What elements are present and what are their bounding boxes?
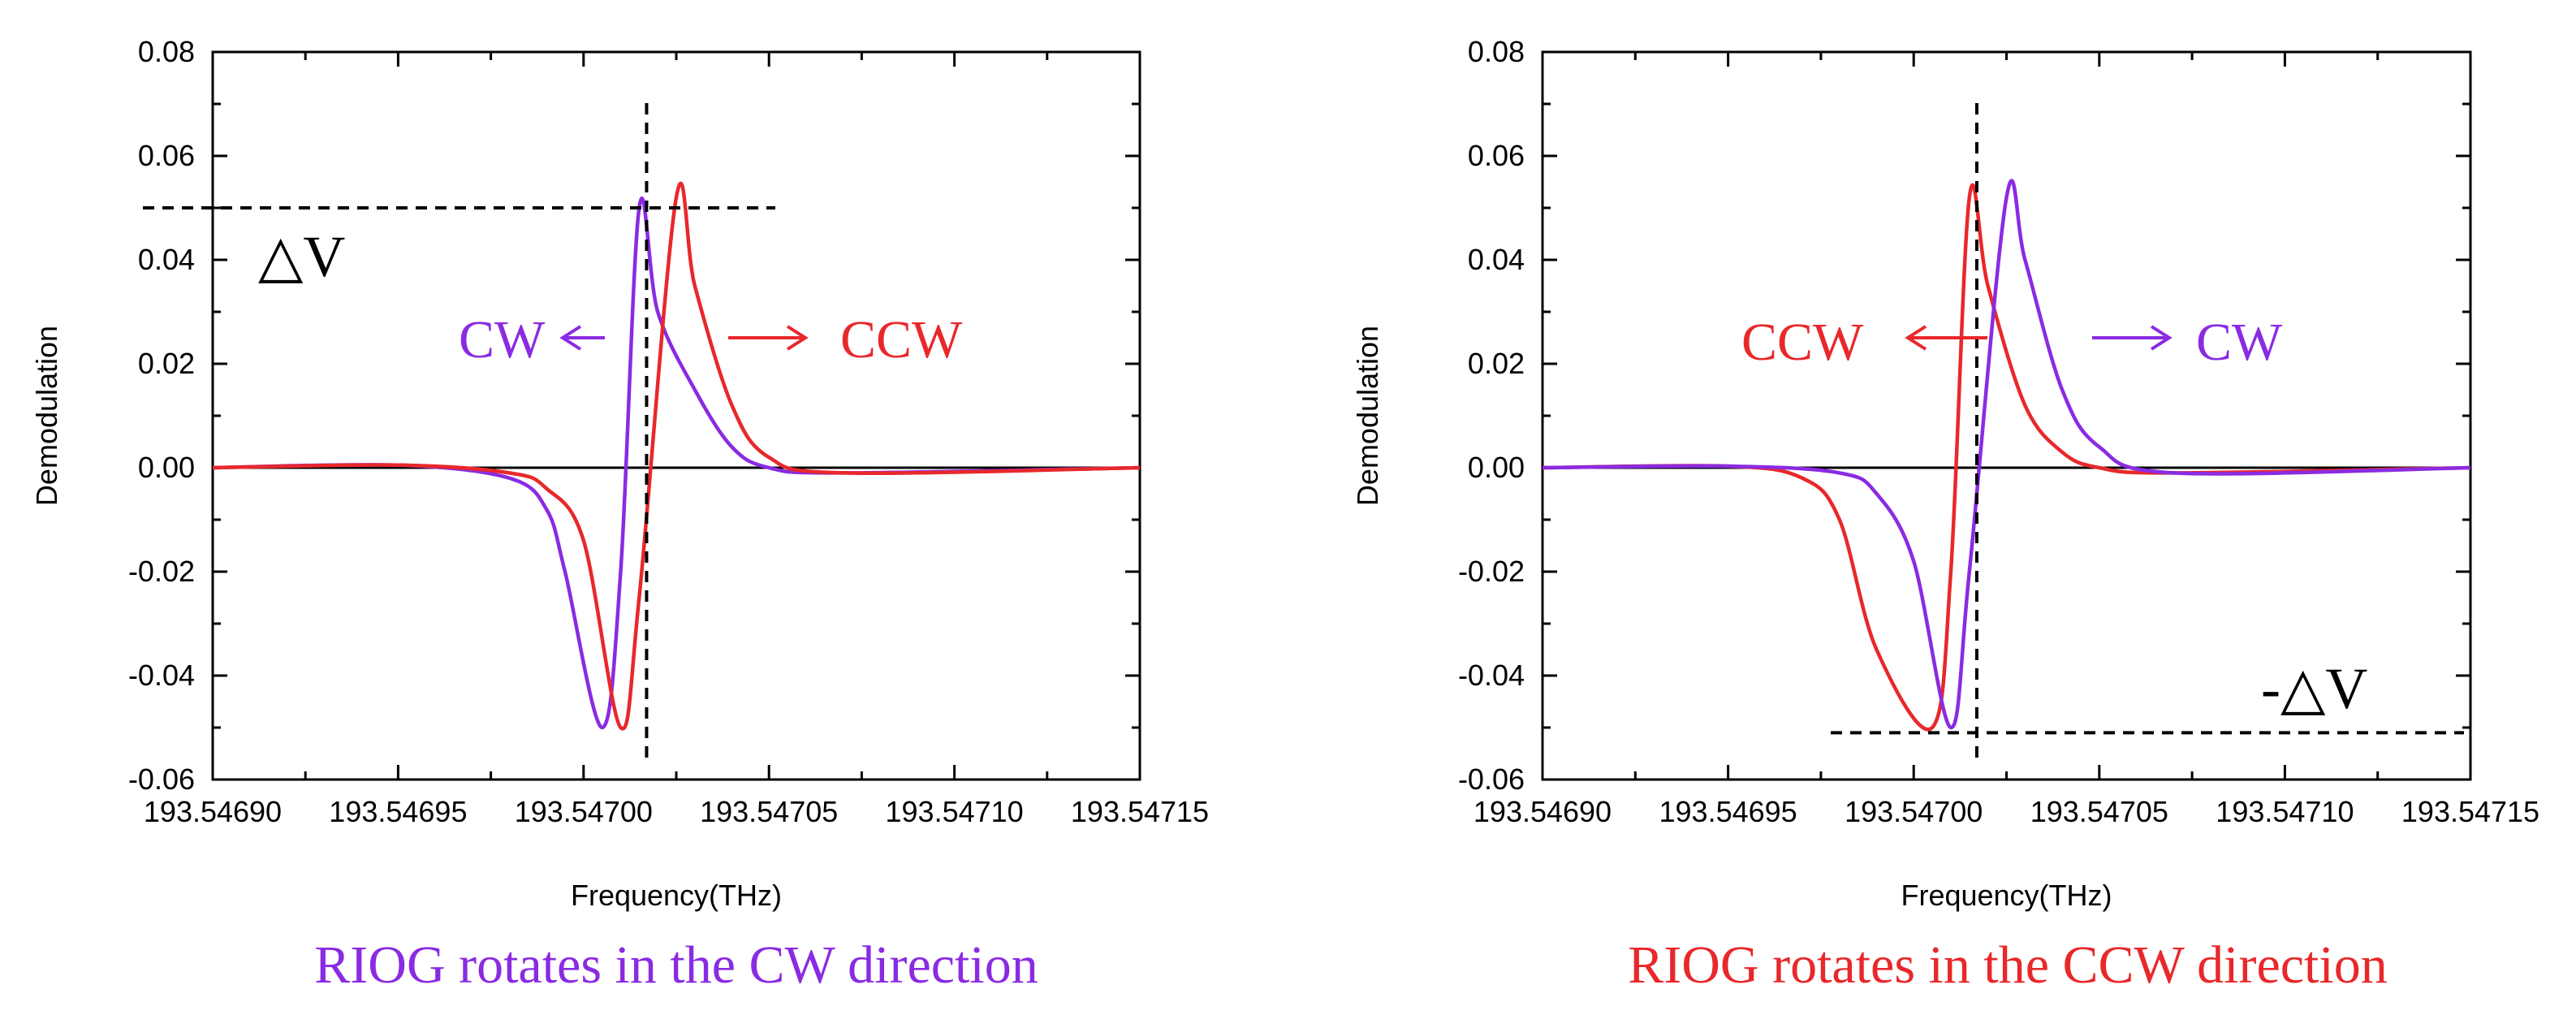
arrow-right-label: CW [2196,313,2283,372]
y-tick-label: 0.06 [1468,139,1525,172]
y-tick-label: 0.08 [138,35,195,68]
series-cw-line [1542,179,2471,730]
y-tick-label: -0.02 [1458,555,1525,588]
y-tick-label: 0.00 [1468,451,1525,484]
y-tick-label: 0.08 [1468,35,1525,68]
x-tick-label: 193.54690 [144,795,282,828]
y-tick-label: 0.00 [138,451,195,484]
y-tick-label: -0.06 [1458,762,1525,796]
arrow-left-label: CW [459,310,546,369]
chart-caption: RIOG rotates in the CCW direction [1628,935,2387,995]
delta-v-label: △V [258,224,345,289]
right-arrow-head [786,325,809,351]
y-tick-label: -0.02 [128,555,195,588]
arrow-left-label: CCW [1741,313,1864,372]
plot-frame [211,50,1141,781]
x-axis-label: Frequency(THz) [571,879,782,912]
y-tick-label: -0.04 [128,659,195,692]
x-tick-label: 193.54715 [1071,795,1209,828]
series-ccw-line [1542,183,2471,732]
y-tick-label: 0.04 [138,243,195,276]
left-arrow-head [559,325,582,351]
y-tick-label: -0.04 [1458,659,1525,692]
y-axis-label: Demodulation [1351,326,1384,506]
right-arrow-head [2150,325,2173,351]
left-arrow-head [1905,325,1927,351]
y-tick-label: -0.06 [128,762,195,796]
chart-caption: RIOG rotates in the CW direction [314,935,1038,995]
chart-1: 0.080.060.040.020.00-0.02-0.04-0.06193.5… [30,35,1209,995]
x-tick-label: 193.54695 [329,795,467,828]
x-tick-label: 193.54710 [886,795,1024,828]
delta-v-label: -△V [2261,656,2367,721]
x-tick-label: 193.54690 [1474,795,1612,828]
series-ccw-line [212,181,1141,731]
arrow-right-label: CCW [840,310,963,369]
x-tick-label: 193.54705 [700,795,838,828]
y-tick-label: 0.04 [1468,243,1525,276]
y-axis-label: Demodulation [30,326,63,506]
x-tick-label: 193.54695 [1659,795,1797,828]
x-tick-label: 193.54710 [2216,795,2354,828]
x-axis-label: Frequency(THz) [1901,879,2112,912]
x-tick-label: 193.54705 [2030,795,2168,828]
x-tick-label: 193.54715 [2401,795,2539,828]
y-tick-label: 0.02 [138,347,195,380]
series-cw-line [212,197,1141,730]
chart-2: 0.080.060.040.020.00-0.02-0.04-0.06193.5… [1351,35,2539,995]
x-tick-label: 193.54700 [1845,795,1983,828]
y-tick-label: 0.06 [138,139,195,172]
x-tick-label: 193.54700 [515,795,653,828]
y-tick-label: 0.02 [1468,347,1525,380]
